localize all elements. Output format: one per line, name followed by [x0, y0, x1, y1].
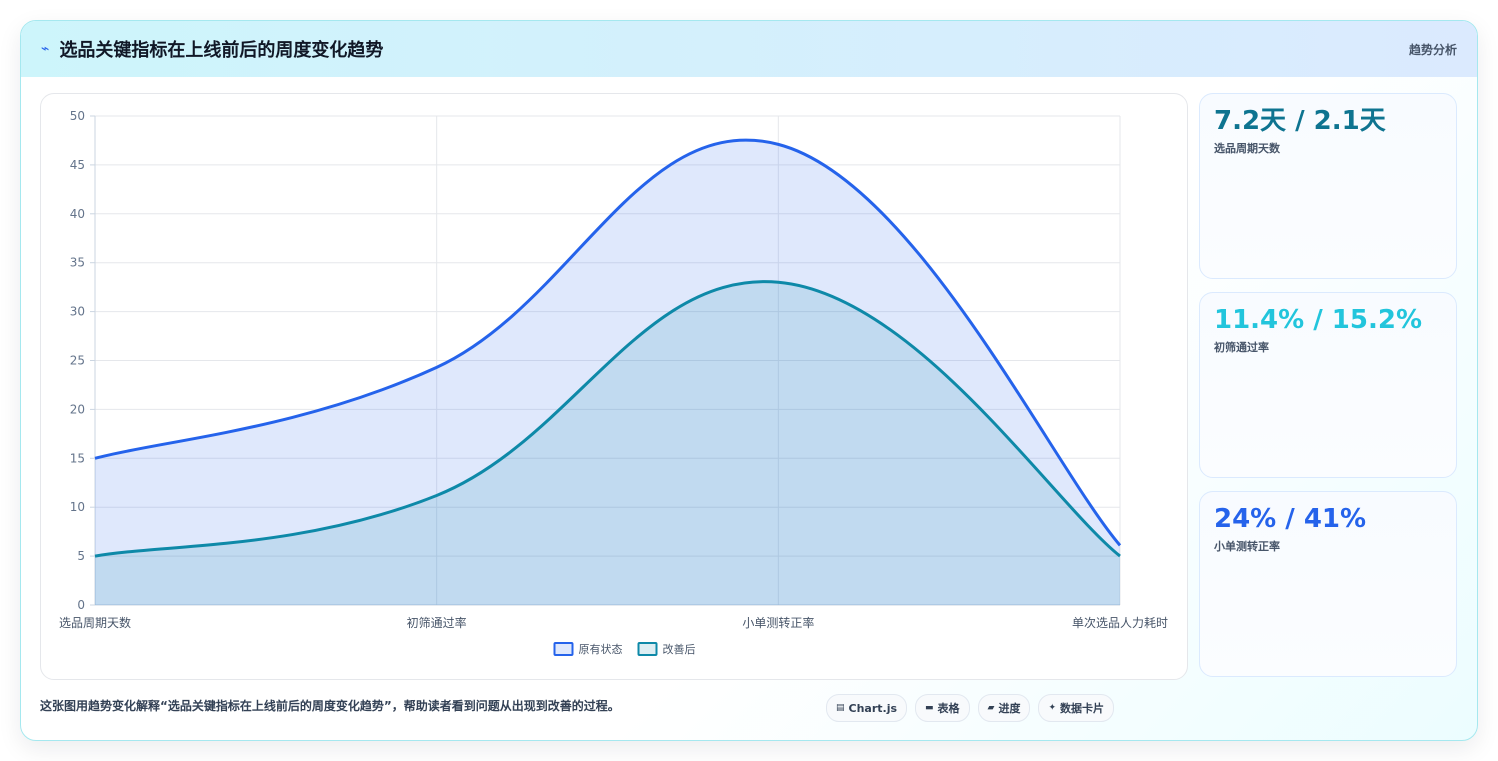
trend-analysis-tag: 趋势分析: [1408, 42, 1457, 57]
y-tick-label: 30: [70, 305, 85, 319]
chip-label: 进度: [998, 702, 1021, 715]
legend-label: 原有状态: [579, 642, 623, 656]
stat-label: 初筛通过率: [1214, 341, 1269, 354]
pulse-icon: ⌁: [41, 41, 50, 57]
legend-swatch: [553, 642, 574, 656]
table-icon: ▬: [925, 703, 934, 713]
y-tick-label: 35: [70, 256, 85, 270]
data-card-icon: ✦: [1048, 703, 1057, 713]
y-tick-label: 5: [77, 549, 85, 563]
stat-value: 11.4% / 15.2%: [1214, 305, 1422, 335]
y-tick-label: 15: [70, 451, 85, 465]
x-tick-label: 选品周期天数: [59, 615, 131, 630]
legend-label: 改善后: [663, 642, 696, 656]
chip-group: ▤ Chart.js ▬ 表格 ▰ 进度 ✦ 数据卡片: [826, 694, 1115, 722]
progress-icon: ▰: [987, 703, 995, 713]
chip-label: Chart.js: [848, 701, 898, 715]
legend-swatch: [637, 642, 658, 656]
chip-progress[interactable]: ▰ 进度: [977, 694, 1031, 722]
chip-label: 表格: [937, 702, 960, 715]
y-tick-label: 10: [70, 500, 85, 514]
chip-table[interactable]: ▬ 表格: [915, 694, 970, 722]
card-header: ⌁ 选品关键指标在上线前后的周度变化趋势 趋势分析: [21, 21, 1477, 77]
y-tick-label: 25: [70, 354, 85, 368]
area-chart: 0 5 10 15 20 25 30 35 40 45 50 选品周期天数 初筛通过率 小单测转正率 单次选…: [59, 109, 1168, 656]
x-tick-label: 小单测转正率: [742, 615, 814, 630]
y-tick-label: 50: [70, 109, 85, 123]
stat-card-pass-rate: 11.4% / 15.2% 初筛通过率: [1199, 292, 1457, 478]
stat-value: 7.2天 / 2.1天: [1214, 106, 1386, 136]
series-line-1: [94, 280, 1121, 558]
stat-card-conversion-rate: 24% / 41% 小单测转正率: [1199, 491, 1457, 677]
chart-panel: 0 5 10 15 20 25 30 35 40 45 50 选品周期天数 初筛通过率 小单测转正率 单次选…: [40, 93, 1188, 680]
chart-card: ⌁ 选品关键指标在上线前后的周度变化趋势 趋势分析 0 5 10 15 20 25 30 35…: [20, 20, 1478, 741]
chart-description: 这张图用趋势变化解释“选品关键指标在上线前后的周度变化趋势”，帮助读者看到问题从…: [40, 699, 620, 713]
title-group: ⌁ 选品关键指标在上线前后的周度变化趋势: [41, 36, 383, 62]
series-area-1: [95, 281, 1120, 605]
chart-icon: ▤: [836, 703, 845, 713]
chip-label: 数据卡片: [1060, 702, 1105, 715]
x-tick-label: 初筛通过率: [407, 615, 467, 630]
stat-label: 小单测转正率: [1214, 540, 1280, 553]
stat-label: 选品周期天数: [1214, 142, 1280, 155]
y-tick-label: 40: [70, 207, 85, 221]
series-line-0: [94, 138, 1122, 547]
y-tick-label: 0: [77, 598, 85, 612]
chip-chartjs[interactable]: ▤ Chart.js: [826, 694, 908, 722]
series-area-0: [95, 140, 1120, 605]
y-tick-label: 45: [70, 158, 85, 172]
y-tick-label: 20: [70, 402, 85, 416]
chip-data-card[interactable]: ✦ 数据卡片: [1038, 694, 1115, 722]
x-tick-label: 单次选品人力耗时: [1072, 616, 1168, 630]
page-title: 选品关键指标在上线前后的周度变化趋势: [59, 40, 384, 61]
stat-value: 24% / 41%: [1214, 504, 1367, 534]
stat-card-cycle-days: 7.2天 / 2.1天 选品周期天数: [1199, 93, 1457, 279]
